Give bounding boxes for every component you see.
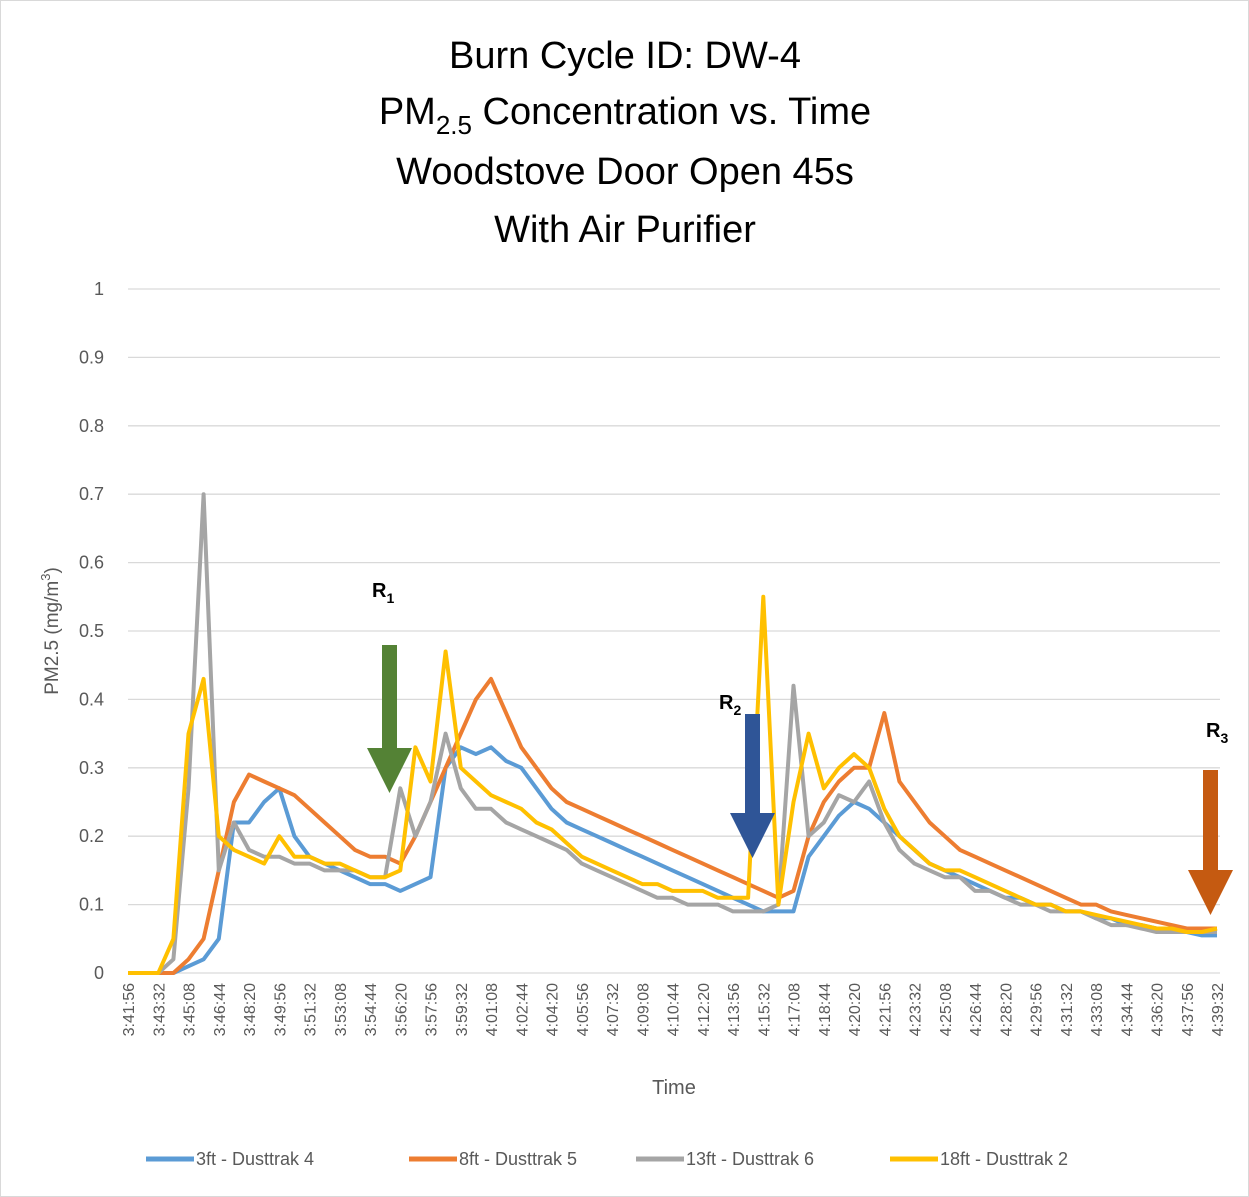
x-tick-label: 3:56:20 xyxy=(393,983,410,1036)
x-tick-label: 3:59:32 xyxy=(454,983,471,1036)
x-tick-label: 4:37:56 xyxy=(1180,983,1197,1036)
title-part: Concentration vs. Time xyxy=(472,91,871,133)
x-tick-label: 4:10:44 xyxy=(666,983,683,1036)
arrow xyxy=(1188,770,1233,915)
x-tick-label: 3:46:44 xyxy=(212,983,229,1036)
x-tick-label: 3:45:08 xyxy=(182,983,199,1036)
x-tick-label: 4:25:08 xyxy=(938,983,955,1036)
y-tick-label: 0.6 xyxy=(79,553,104,573)
y-axis-title-superscript: 3 xyxy=(38,574,53,581)
y-tick-label: 0.4 xyxy=(79,689,104,709)
legend-item: 18ft - Dusttrak 2 xyxy=(890,1149,1068,1169)
x-tick-label: 4:26:44 xyxy=(968,983,985,1036)
y-tick-label: 0.8 xyxy=(79,416,104,436)
title-subscript: 2.5 xyxy=(436,110,472,140)
y-tick-label: 0 xyxy=(94,963,104,983)
y-tick-label: 0.9 xyxy=(79,347,104,367)
x-tick-label: 4:28:20 xyxy=(998,983,1015,1036)
x-tick-label: 4:39:32 xyxy=(1210,983,1227,1036)
y-axis-title: PM2.5 (mg/m3) xyxy=(38,567,63,695)
x-tick-label: 4:01:08 xyxy=(484,983,501,1036)
annotation-text: R xyxy=(719,692,734,714)
x-tick-label: 4:33:08 xyxy=(1089,983,1106,1036)
y-tick-label: 0.5 xyxy=(79,621,104,641)
title-line: With Air Purifier xyxy=(494,209,756,251)
x-tick-label: 4:04:20 xyxy=(545,983,562,1036)
legend-label: 18ft - Dusttrak 2 xyxy=(940,1149,1068,1169)
annotation-text: R xyxy=(1206,720,1221,742)
annotation-text: R xyxy=(372,580,387,602)
legend-label: 3ft - Dusttrak 4 xyxy=(196,1149,314,1169)
x-tick-label: 4:15:32 xyxy=(756,983,773,1036)
title-block: Burn Cycle ID: DW-4 PM2.5 Concentration … xyxy=(379,35,871,251)
x-tick-label: 4:29:56 xyxy=(1029,983,1046,1036)
title-line: Woodstove Door Open 45s xyxy=(396,151,854,193)
x-tick-label: 4:07:32 xyxy=(605,983,622,1036)
x-tick-label: 3:57:56 xyxy=(424,983,441,1036)
x-tick-label: 4:12:20 xyxy=(696,983,713,1036)
x-tick-label: 3:48:20 xyxy=(242,983,259,1036)
x-tick-label: 3:53:08 xyxy=(333,983,350,1036)
series-line xyxy=(128,594,1218,975)
x-tick-label: 4:21:56 xyxy=(877,983,894,1036)
plot-lines xyxy=(128,492,1218,975)
x-tick-label: 3:54:44 xyxy=(363,983,380,1036)
x-axis-title: Time xyxy=(652,1077,696,1099)
y-tick-label: 1 xyxy=(94,279,104,299)
arrow xyxy=(730,714,775,858)
x-tick-label: 4:23:32 xyxy=(908,983,925,1036)
x-tick-label: 4:05:56 xyxy=(575,983,592,1036)
x-tick-label: 3:51:32 xyxy=(303,983,320,1036)
x-tick-label: 4:18:44 xyxy=(817,983,834,1036)
x-tick-label: 4:31:32 xyxy=(1059,983,1076,1036)
annotation-subscript: 1 xyxy=(386,590,394,606)
title-line: Burn Cycle ID: DW-4 xyxy=(449,35,801,77)
legend-label: 13ft - Dusttrak 6 xyxy=(686,1149,814,1169)
y-axis-title-part: PM2.5 (mg/m xyxy=(42,581,63,695)
annotation-label: R3 xyxy=(1206,720,1228,746)
x-tick-label: 4:13:56 xyxy=(726,983,743,1036)
x-tick-label: 4:34:44 xyxy=(1119,983,1136,1036)
annotation-subscript: 3 xyxy=(1220,730,1228,746)
legend-item: 13ft - Dusttrak 6 xyxy=(636,1149,814,1169)
y-tick-label: 0.2 xyxy=(79,826,104,846)
x-tick-label: 4:36:20 xyxy=(1150,983,1167,1036)
annotation-subscript: 2 xyxy=(733,702,741,718)
legend-item: 3ft - Dusttrak 4 xyxy=(146,1149,314,1169)
x-tick-label: 4:02:44 xyxy=(514,983,531,1036)
y-tick-label: 0.7 xyxy=(79,484,104,504)
annotation-label: R1 xyxy=(372,580,394,606)
legend-item: 8ft - Dusttrak 5 xyxy=(409,1149,577,1169)
y-tick-label: 0.3 xyxy=(79,758,104,778)
y-axis-title-part: ) xyxy=(42,567,63,573)
x-tick-label: 3:43:32 xyxy=(151,983,168,1036)
x-tick-label: 3:41:56 xyxy=(121,983,138,1036)
title-line: PM2.5 Concentration vs. Time xyxy=(379,91,871,140)
x-tick-label: 4:17:08 xyxy=(787,983,804,1036)
annotations: R1 R2 R3 xyxy=(367,580,1233,915)
title-part: PM xyxy=(379,91,436,133)
x-tick-label: 4:09:08 xyxy=(635,983,652,1036)
series-line xyxy=(128,676,1217,975)
legend-label: 8ft - Dusttrak 5 xyxy=(459,1149,577,1169)
legend: 3ft - Dusttrak 4 8ft - Dusttrak 5 13ft - D… xyxy=(146,1149,1068,1169)
y-tick-label: 0.1 xyxy=(79,895,104,915)
x-tick-label: 3:49:56 xyxy=(272,983,289,1036)
arrow xyxy=(367,645,412,793)
x-tick-label: 4:20:20 xyxy=(847,983,864,1036)
annotation-label: R2 xyxy=(719,692,741,718)
